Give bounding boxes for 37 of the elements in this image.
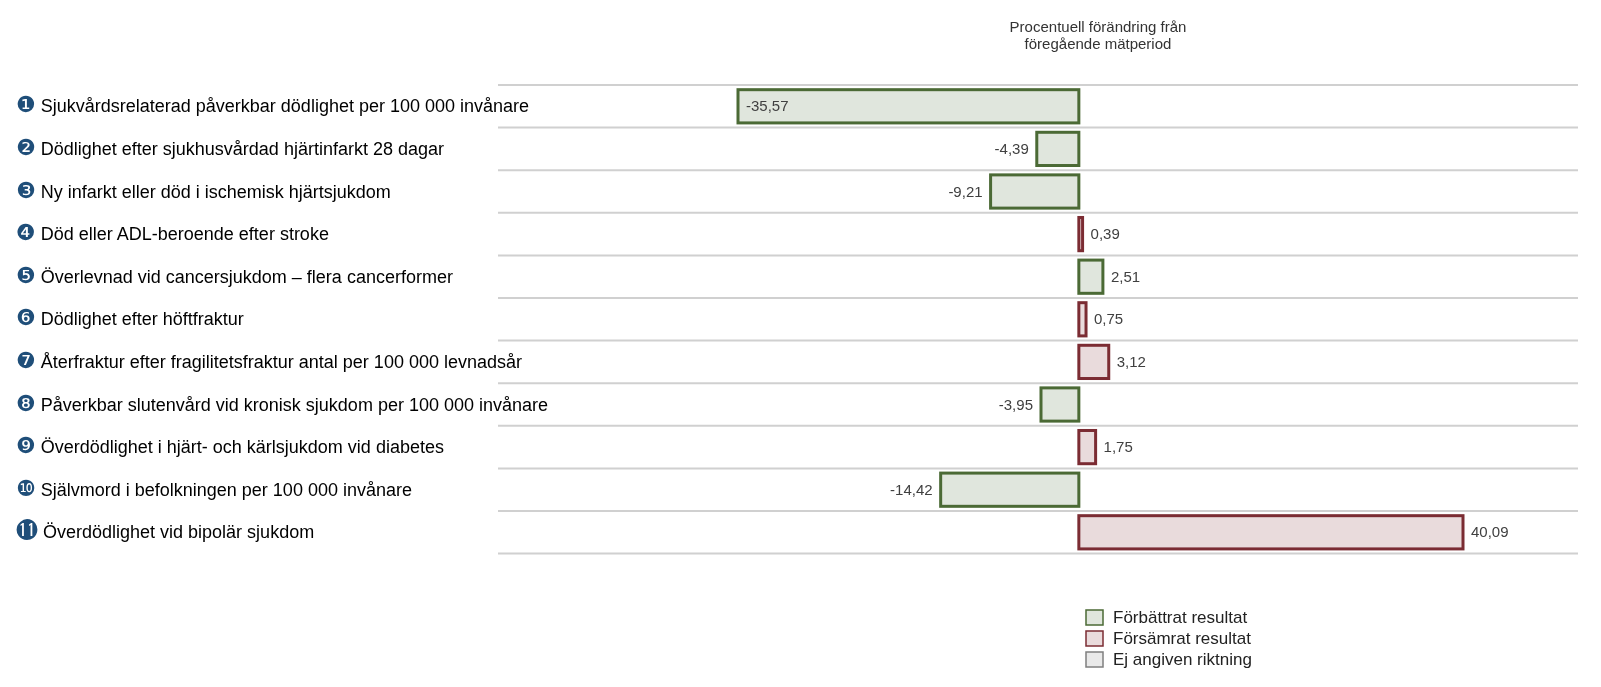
bar [1077, 301, 1088, 338]
y-tick-label: ❾ Överdödlighet i hjärt- och kärlsjukdom vid diabetes [16, 433, 444, 459]
bar [939, 471, 1081, 508]
legend-label: Ej angiven riktning [1113, 650, 1252, 669]
y-tick-label: ❹ Död eller ADL-beroende efter stroke [16, 220, 329, 246]
data-label: -14,42 [890, 480, 933, 498]
data-label: 0,75 [1094, 310, 1124, 328]
data-label: -9,21 [948, 182, 983, 200]
y-tick-label: ❼ Återfraktur efter fragilitetsfraktur antal per 100 000 levnadsår [16, 347, 522, 373]
data-label: 1,75 [1103, 438, 1133, 456]
y-tick-label: ❸ Ny infarkt eller död i ischemisk hjärtsjukdom [16, 177, 391, 203]
data-label: 0,39 [1090, 225, 1120, 243]
bar [736, 88, 1081, 125]
bar [1077, 258, 1105, 295]
bar [989, 173, 1081, 210]
y-tick-label: ⓫ Överdödlighet vid bipolär sjukdom [16, 518, 315, 544]
bar [1077, 343, 1111, 381]
y-tick-label: ❿ Självmord i befolkningen per 100 000 invånare [16, 475, 412, 501]
bar [1077, 514, 1465, 551]
chart-title: Procentuell förändring från föregående mätperiod [1009, 18, 1187, 52]
bar [1039, 386, 1081, 423]
y-tick-label: ❷ Dödlighet efter sjukhusvårdad hjärtinfarkt 28 dagar [16, 134, 444, 160]
data-label: -35,57 [746, 97, 789, 115]
y-tick-label: ❻ Dödlighet efter höftfraktur [16, 305, 244, 331]
data-label: 2,51 [1110, 267, 1141, 285]
bar [1077, 215, 1085, 253]
legend-label: Förbättrat resultat [1113, 608, 1248, 627]
data-label: 3,12 [1116, 352, 1146, 370]
bar [1035, 130, 1081, 168]
data-label: 40,09 [1471, 523, 1509, 541]
y-tick-label: ❺ Överlevnad vid cancersjukdom – flera cancerformer [16, 262, 453, 288]
data-label: -4,39 [994, 139, 1029, 157]
bar [1077, 428, 1098, 466]
data-label: -3,95 [998, 395, 1033, 413]
legend-label: Försämrat resultat [1113, 629, 1252, 648]
y-tick-label: ❽ Påverkbar slutenvård vid kronisk sjukdom per 100 000 invånare [16, 390, 549, 416]
y-tick-label: ❶ Sjukvårdsrelaterad påverkbar dödlighet per 100 000 invånare [16, 92, 530, 118]
